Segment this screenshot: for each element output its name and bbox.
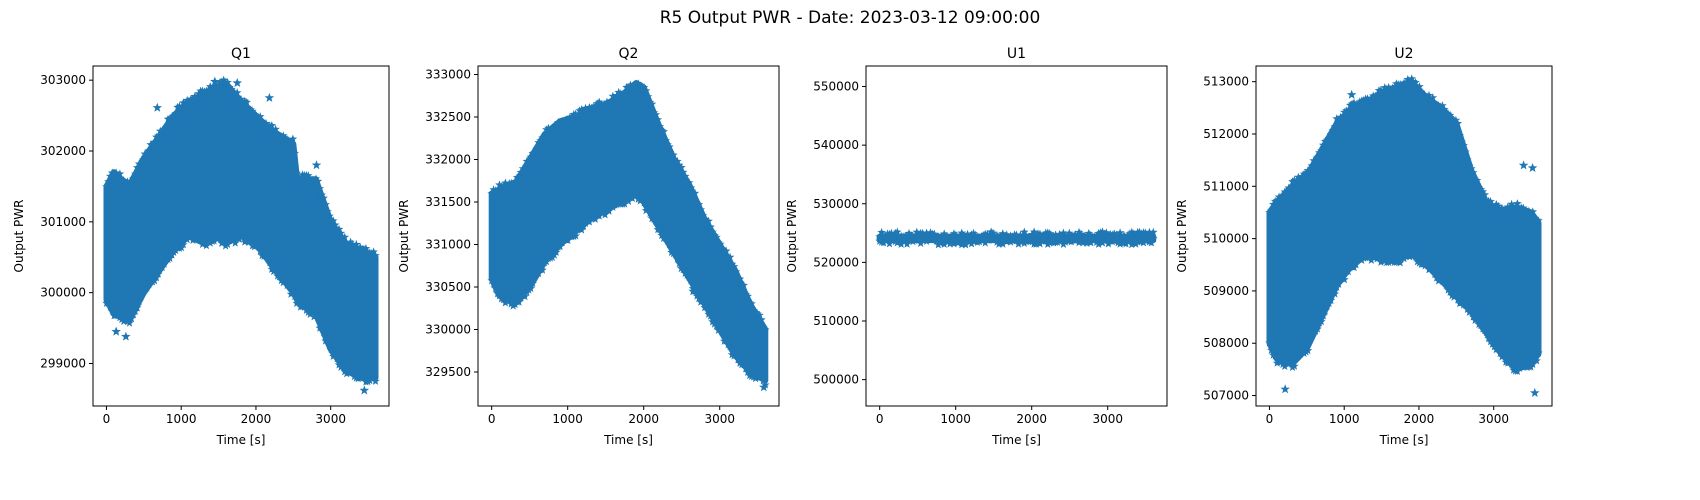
y-tick-label: 508000 xyxy=(1203,336,1249,350)
x-tick-label: 2000 xyxy=(1016,412,1047,426)
y-tick-label: 510000 xyxy=(813,314,859,328)
y-tick-label: 331000 xyxy=(425,238,471,252)
y-axis-label: Output PWR xyxy=(12,200,26,273)
y-tick-label: 302000 xyxy=(40,144,86,158)
y-tick-label: 509000 xyxy=(1203,284,1249,298)
scatter-point xyxy=(359,385,370,395)
scatter-point xyxy=(759,382,769,392)
y-tick-label: 333000 xyxy=(425,68,471,82)
axes-frame xyxy=(92,65,390,407)
y-tick-label: 530000 xyxy=(813,197,859,211)
axes-frame xyxy=(477,65,780,407)
x-tick-label: 0 xyxy=(876,412,884,426)
x-axis-label: Time [s] xyxy=(991,433,1041,447)
x-tick-label: 2000 xyxy=(628,412,659,426)
scatter-series xyxy=(875,227,1158,249)
y-axis-label: Output PWR xyxy=(1175,200,1189,273)
scatter-edge-markers xyxy=(875,227,1158,249)
scatter-series xyxy=(1265,74,1543,397)
subplot-q1: 0 1000 2000 3000 299000 300000 301000 302000 303… xyxy=(12,46,390,447)
y-tick-label: 507000 xyxy=(1203,389,1249,403)
figure-title: R5 Output PWR - Date: 2023-03-12 09:00:0… xyxy=(659,8,1041,28)
x-tick-label: 1000 xyxy=(940,412,971,426)
scatter-point xyxy=(111,326,121,336)
scatter-edge-markers xyxy=(487,79,770,389)
x-tick-label: 2000 xyxy=(241,412,272,426)
scatter-point xyxy=(210,76,220,86)
y-tick-label: 330500 xyxy=(425,280,471,294)
scatter-point xyxy=(1280,384,1290,394)
y-tick-label: 510000 xyxy=(1203,232,1249,246)
subplot-u2: 0 1000 2000 3000 507000 508000 509000 510000 511… xyxy=(1175,46,1553,447)
scatter-series xyxy=(487,79,770,392)
scatter-point xyxy=(1346,89,1357,99)
y-tick-label: 332500 xyxy=(425,110,471,124)
y-tick-label: 332000 xyxy=(425,153,471,167)
x-tick-label: 0 xyxy=(488,412,496,426)
subplot-title: U2 xyxy=(1394,46,1413,62)
scatter-cloud xyxy=(1266,78,1542,373)
subplot-title: Q1 xyxy=(231,46,251,62)
y-tick-label: 520000 xyxy=(813,255,859,269)
x-tick-label: 0 xyxy=(1266,412,1274,426)
scatter-point xyxy=(121,331,131,341)
x-tick-label: 3000 xyxy=(1478,412,1509,426)
x-tick-label: 1000 xyxy=(1329,412,1360,426)
axes-frame xyxy=(865,65,1168,407)
x-axis-label: Time [s] xyxy=(603,433,653,447)
x-tick-label: 3000 xyxy=(704,412,735,426)
scatter-point xyxy=(1527,163,1538,172)
y-tick-label: 299000 xyxy=(40,357,86,371)
x-tick-label: 3000 xyxy=(315,412,346,426)
x-tick-label: 1000 xyxy=(166,412,197,426)
y-tick-label: 303000 xyxy=(40,73,86,87)
scatter-point xyxy=(1408,76,1418,86)
axes-frame xyxy=(1255,65,1553,407)
subplot-u1: 0 1000 2000 3000 500000 510000 520000 530000 540… xyxy=(785,46,1168,447)
scatter-series xyxy=(102,75,380,395)
x-tick-label: 0 xyxy=(103,412,111,426)
scatter-point xyxy=(232,78,242,87)
subplot-q2: 0 1000 2000 3000 329500 330000 330500 331000 331… xyxy=(397,46,780,447)
subplot-title: Q2 xyxy=(619,46,639,62)
scatter-point xyxy=(1518,160,1529,170)
x-axis-label: Time [s] xyxy=(216,433,266,447)
x-tick-label: 3000 xyxy=(1092,412,1123,426)
y-tick-label: 301000 xyxy=(40,215,86,229)
y-tick-label: 500000 xyxy=(813,373,859,387)
scatter-point xyxy=(1530,387,1540,397)
subplot-title: U1 xyxy=(1007,46,1026,62)
y-tick-label: 513000 xyxy=(1203,75,1249,89)
y-tick-label: 512000 xyxy=(1203,127,1249,141)
x-tick-label: 1000 xyxy=(552,412,583,426)
x-tick-label: 2000 xyxy=(1404,412,1435,426)
scatter-point xyxy=(311,160,322,170)
x-axis-label: Time [s] xyxy=(1379,433,1429,447)
y-axis-label: Output PWR xyxy=(397,200,411,273)
y-tick-label: 330000 xyxy=(425,323,471,337)
scatter-cloud xyxy=(488,80,769,384)
scatter-point xyxy=(750,371,761,381)
y-tick-label: 300000 xyxy=(40,286,86,300)
y-tick-label: 511000 xyxy=(1203,179,1249,193)
scatter-point xyxy=(523,164,533,174)
y-axis-label: Output PWR xyxy=(785,200,799,273)
y-tick-label: 540000 xyxy=(813,138,859,152)
scatter-point xyxy=(688,286,698,296)
y-tick-label: 331500 xyxy=(425,195,471,209)
y-tick-label: 550000 xyxy=(813,80,859,94)
scatter-point xyxy=(152,102,162,112)
scatter-point xyxy=(264,92,275,102)
y-tick-label: 329500 xyxy=(425,365,471,379)
